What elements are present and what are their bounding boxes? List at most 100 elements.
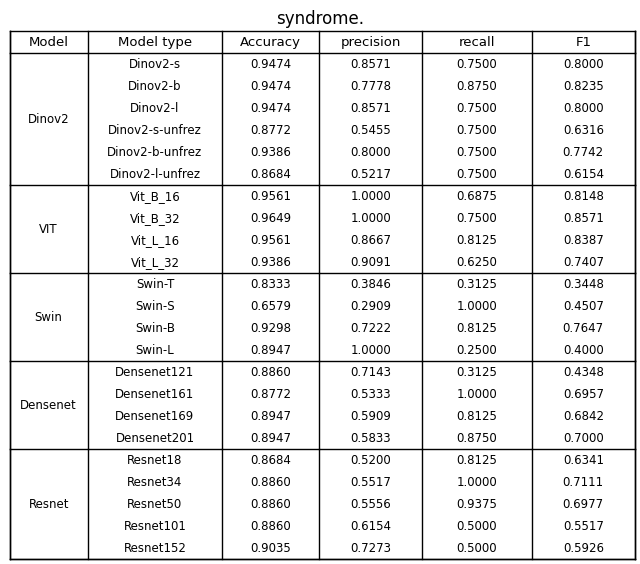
- Text: Model type: Model type: [118, 36, 192, 49]
- Text: 0.5000: 0.5000: [457, 542, 497, 555]
- Text: Accuracy: Accuracy: [240, 36, 301, 49]
- Text: 0.8148: 0.8148: [563, 190, 604, 202]
- Text: 0.6957: 0.6957: [563, 388, 604, 401]
- Text: 1.0000: 1.0000: [456, 299, 497, 313]
- Text: 0.9474: 0.9474: [250, 58, 291, 70]
- Text: 0.8860: 0.8860: [250, 476, 291, 489]
- Text: precision: precision: [340, 36, 401, 49]
- Text: 0.6316: 0.6316: [563, 124, 604, 136]
- Text: Dinov2-s: Dinov2-s: [129, 58, 181, 70]
- Text: 0.5556: 0.5556: [350, 498, 391, 511]
- Text: 0.9561: 0.9561: [250, 190, 291, 202]
- Text: 0.3125: 0.3125: [456, 277, 497, 291]
- Text: 0.8571: 0.8571: [350, 58, 391, 70]
- Text: 0.7222: 0.7222: [350, 322, 391, 335]
- Text: 0.5517: 0.5517: [350, 476, 391, 489]
- Text: 0.8333: 0.8333: [250, 277, 291, 291]
- Text: 0.7143: 0.7143: [350, 366, 391, 379]
- Text: 0.5926: 0.5926: [563, 542, 604, 555]
- Text: 0.9386: 0.9386: [250, 146, 291, 158]
- Text: 0.7500: 0.7500: [456, 124, 497, 136]
- Text: 0.6842: 0.6842: [563, 410, 604, 423]
- Text: 0.7742: 0.7742: [563, 146, 604, 158]
- Text: Swin-S: Swin-S: [135, 299, 175, 313]
- Text: 0.6579: 0.6579: [250, 299, 291, 313]
- Text: 0.9561: 0.9561: [250, 233, 291, 246]
- Text: 0.5200: 0.5200: [350, 454, 391, 467]
- Text: 0.6250: 0.6250: [456, 255, 497, 268]
- Text: 0.6875: 0.6875: [456, 190, 497, 202]
- Text: Vit_B_32: Vit_B_32: [130, 212, 180, 224]
- Text: 0.8947: 0.8947: [250, 410, 291, 423]
- Text: 0.7500: 0.7500: [456, 212, 497, 224]
- Text: 0.3125: 0.3125: [456, 366, 497, 379]
- Text: Vit_L_16: Vit_L_16: [131, 233, 180, 246]
- Text: Swin-B: Swin-B: [135, 322, 175, 335]
- Text: Densenet201: Densenet201: [115, 432, 195, 445]
- Text: Dinov2: Dinov2: [28, 113, 70, 126]
- Text: Densenet121: Densenet121: [115, 366, 195, 379]
- Text: Swin-L: Swin-L: [136, 344, 174, 357]
- Text: 0.8000: 0.8000: [563, 58, 604, 70]
- Text: Dinov2-l-unfrez: Dinov2-l-unfrez: [109, 168, 200, 180]
- Text: Resnet101: Resnet101: [124, 520, 186, 533]
- Text: 0.5217: 0.5217: [350, 168, 391, 180]
- Text: Dinov2-s-unfrez: Dinov2-s-unfrez: [108, 124, 202, 136]
- Text: 0.8750: 0.8750: [456, 432, 497, 445]
- Text: 0.9035: 0.9035: [250, 542, 291, 555]
- Text: 0.8947: 0.8947: [250, 432, 291, 445]
- Text: Model: Model: [29, 36, 68, 49]
- Text: Resnet18: Resnet18: [127, 454, 182, 467]
- Text: 0.7273: 0.7273: [350, 542, 391, 555]
- Text: 0.8235: 0.8235: [563, 80, 604, 92]
- Text: 0.7500: 0.7500: [456, 58, 497, 70]
- Text: 0.7778: 0.7778: [350, 80, 391, 92]
- Text: 0.8125: 0.8125: [456, 454, 497, 467]
- Text: 0.8000: 0.8000: [563, 102, 604, 114]
- Text: 0.6154: 0.6154: [350, 520, 391, 533]
- Text: 0.7500: 0.7500: [456, 102, 497, 114]
- Text: 0.6977: 0.6977: [563, 498, 604, 511]
- Text: 1.0000: 1.0000: [350, 190, 391, 202]
- Text: Resnet50: Resnet50: [127, 498, 182, 511]
- Text: 0.9386: 0.9386: [250, 255, 291, 268]
- Text: 0.7500: 0.7500: [456, 146, 497, 158]
- Text: 1.0000: 1.0000: [456, 476, 497, 489]
- Text: VIT: VIT: [40, 223, 58, 236]
- Text: 0.8387: 0.8387: [563, 233, 604, 246]
- Text: F1: F1: [575, 36, 591, 49]
- Text: 0.8571: 0.8571: [350, 102, 391, 114]
- Text: Swin-T: Swin-T: [136, 277, 174, 291]
- Text: Densenet161: Densenet161: [115, 388, 195, 401]
- Text: Dinov2-l: Dinov2-l: [131, 102, 180, 114]
- Text: Resnet34: Resnet34: [127, 476, 182, 489]
- Text: 0.9091: 0.9091: [350, 255, 391, 268]
- Text: 1.0000: 1.0000: [350, 344, 391, 357]
- Text: 0.7000: 0.7000: [563, 432, 604, 445]
- Text: 1.0000: 1.0000: [350, 212, 391, 224]
- Text: 0.5833: 0.5833: [350, 432, 391, 445]
- Text: 0.8000: 0.8000: [350, 146, 391, 158]
- Text: 0.9649: 0.9649: [250, 212, 291, 224]
- Text: 0.4000: 0.4000: [563, 344, 604, 357]
- Text: 0.9375: 0.9375: [456, 498, 497, 511]
- Text: 0.8667: 0.8667: [350, 233, 391, 246]
- Text: syndrome.: syndrome.: [276, 10, 364, 28]
- Text: 0.8684: 0.8684: [250, 454, 291, 467]
- Text: 0.8750: 0.8750: [456, 80, 497, 92]
- Text: 0.4507: 0.4507: [563, 299, 604, 313]
- Text: 0.8947: 0.8947: [250, 344, 291, 357]
- Text: 0.9474: 0.9474: [250, 80, 291, 92]
- Text: 0.5517: 0.5517: [563, 520, 604, 533]
- Text: 0.2500: 0.2500: [456, 344, 497, 357]
- Text: 0.6154: 0.6154: [563, 168, 604, 180]
- Text: 0.8125: 0.8125: [456, 322, 497, 335]
- Text: Densenet169: Densenet169: [115, 410, 195, 423]
- Text: 0.2909: 0.2909: [350, 299, 391, 313]
- Text: Vit_B_16: Vit_B_16: [130, 190, 180, 202]
- Text: 0.5455: 0.5455: [350, 124, 391, 136]
- Text: 0.5000: 0.5000: [457, 520, 497, 533]
- Text: Resnet: Resnet: [28, 498, 69, 511]
- Text: 0.8125: 0.8125: [456, 410, 497, 423]
- Text: 0.7647: 0.7647: [563, 322, 604, 335]
